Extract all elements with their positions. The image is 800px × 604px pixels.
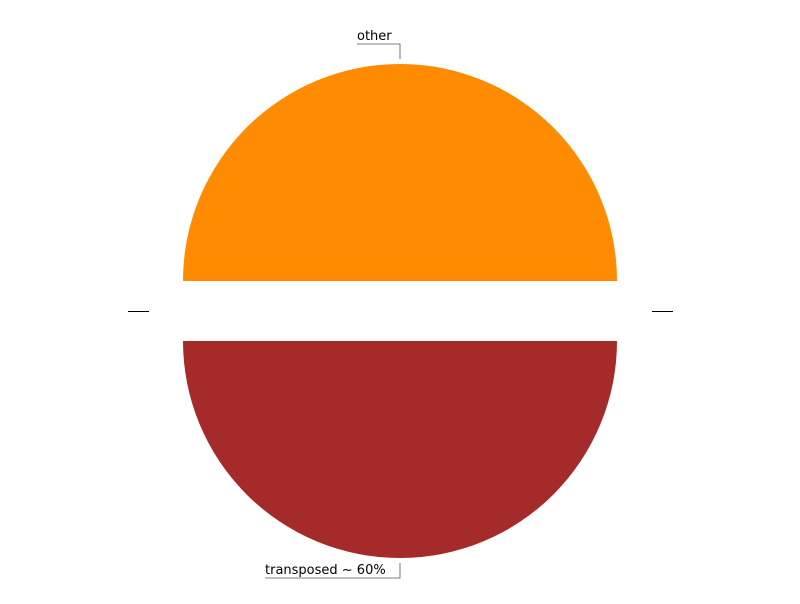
pie-slices xyxy=(183,64,617,558)
leader-line-transposed xyxy=(265,563,401,579)
pie-slice-other xyxy=(183,64,617,281)
slice-label-transposed: transposed ~ 60% xyxy=(265,563,386,578)
leader-line-other xyxy=(357,43,401,59)
label-leader-lines xyxy=(265,43,401,579)
slice-label-other: other xyxy=(357,29,392,44)
pie-slice-transposed xyxy=(183,341,617,558)
slice-labels: other transposed ~ 60% xyxy=(265,29,392,578)
